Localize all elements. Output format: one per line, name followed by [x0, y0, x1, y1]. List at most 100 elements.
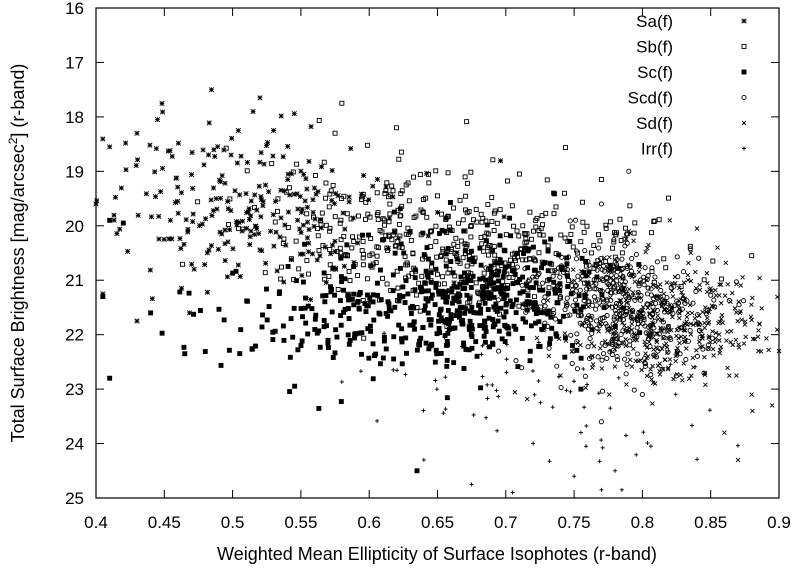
series-sbf-point — [360, 238, 366, 244]
series-scdf-point — [570, 287, 576, 293]
series-scf-point — [290, 334, 296, 340]
series-scf-point — [549, 325, 555, 331]
series-saf-point — [94, 198, 100, 204]
series-scf-point — [443, 263, 449, 269]
series-sdf-point — [681, 361, 687, 366]
series-sbf-point — [520, 223, 526, 229]
series-scdf-point — [665, 323, 672, 330]
series-sbf-point — [326, 204, 332, 210]
series-sbf-point — [327, 247, 333, 252]
series-sdf-point — [766, 347, 771, 353]
series-scf-point — [530, 285, 536, 291]
series-sdf-point — [646, 242, 651, 248]
series-scdf-point — [525, 278, 531, 285]
series-saf-point — [147, 142, 153, 148]
series-scdf-point — [635, 289, 641, 295]
series-sbf-point — [578, 239, 584, 245]
series-scf-point — [448, 312, 454, 318]
series-sbf-point — [546, 285, 552, 291]
series-sdf-point — [617, 298, 622, 303]
series-sbf-point — [749, 253, 755, 259]
series-sdf-point — [707, 306, 713, 312]
series-sbf-point — [281, 236, 287, 242]
series-scf-point — [300, 314, 306, 320]
series-saf-point — [257, 159, 263, 165]
series-scf-point — [291, 305, 297, 311]
series-sdf-point — [662, 343, 667, 348]
series-sdf-point — [591, 343, 597, 349]
series-sbf-point — [485, 202, 491, 207]
series-sdf-point — [757, 321, 762, 326]
series-scdf-point — [584, 286, 590, 292]
series-saf-point — [166, 236, 172, 242]
series-scf-point — [325, 345, 331, 350]
series-sbf-point — [361, 251, 367, 257]
series-saf-point — [237, 273, 243, 280]
series-scf-point — [365, 326, 371, 332]
series-scf-point — [491, 294, 497, 300]
series-sdf-point — [608, 275, 613, 281]
series-saf-point — [256, 183, 262, 189]
series-scf-point — [519, 335, 525, 341]
series-sbf-point — [651, 219, 657, 224]
series-scf-point — [456, 294, 462, 299]
series-sdf-point — [729, 290, 735, 296]
series-scf-point — [444, 395, 450, 401]
series-sbf-point — [522, 230, 528, 236]
series-scdf-point — [560, 269, 567, 276]
series-scf-point — [436, 325, 442, 331]
series-irrf-point — [375, 418, 380, 423]
series-sbf-point — [445, 270, 451, 276]
series-sdf-point — [725, 365, 730, 371]
series-scdf-point — [530, 255, 537, 261]
series-scdf-point — [625, 351, 631, 357]
series-sdf-point — [644, 373, 650, 379]
series-irrf-point — [600, 445, 605, 450]
series-sdf-point — [682, 296, 688, 302]
series-sbf-point — [597, 238, 603, 244]
series-saf-point — [250, 108, 256, 115]
series-scf-point — [272, 328, 278, 334]
series-scf-point — [383, 346, 389, 352]
series-sdf-point — [728, 328, 734, 334]
series-sdf-point — [717, 350, 723, 356]
series-scf-point — [537, 287, 543, 293]
series-scf-point — [418, 335, 424, 341]
series-scf-point — [299, 338, 305, 344]
series-sdf-point — [665, 365, 671, 371]
series-sbf-point — [429, 264, 434, 270]
series-sdf-point — [654, 294, 660, 300]
legend-sdf-marker — [741, 120, 747, 126]
series-irrf-point — [619, 487, 624, 492]
series-saf-point — [306, 226, 312, 233]
series-sdf-point — [649, 377, 654, 382]
series-scdf-point — [690, 300, 696, 306]
x-tick-label: 0.7 — [494, 513, 518, 532]
series-sbf-point — [439, 211, 445, 217]
series-scf-point — [444, 357, 450, 363]
series-sbf-point — [598, 177, 604, 182]
legend-irrf-marker — [742, 146, 746, 151]
series-scf-point — [423, 340, 429, 346]
series-sbf-point — [666, 195, 671, 201]
series-saf-point — [225, 239, 231, 245]
series-scf-point — [490, 247, 496, 253]
series-sdf-point — [728, 299, 733, 305]
series-sdf-point — [615, 336, 621, 342]
series-scf-point — [447, 200, 453, 205]
series-saf-point — [177, 235, 183, 242]
series-sbf-point — [500, 279, 506, 285]
series-sdf-point — [717, 282, 722, 287]
series-sbf-point — [583, 263, 589, 269]
series-sdf-point — [718, 344, 724, 350]
series-scf-point — [371, 317, 377, 323]
series-scf-point — [442, 228, 448, 234]
series-saf-point — [299, 206, 305, 212]
series-sbf-point — [513, 258, 518, 263]
series-scdf-point — [614, 354, 620, 360]
series-irrf-point — [608, 349, 613, 354]
series-sdf-point — [703, 382, 708, 388]
series-sdf-point — [617, 314, 623, 320]
series-scdf-point — [604, 297, 610, 303]
series-sbf-point — [345, 253, 351, 259]
